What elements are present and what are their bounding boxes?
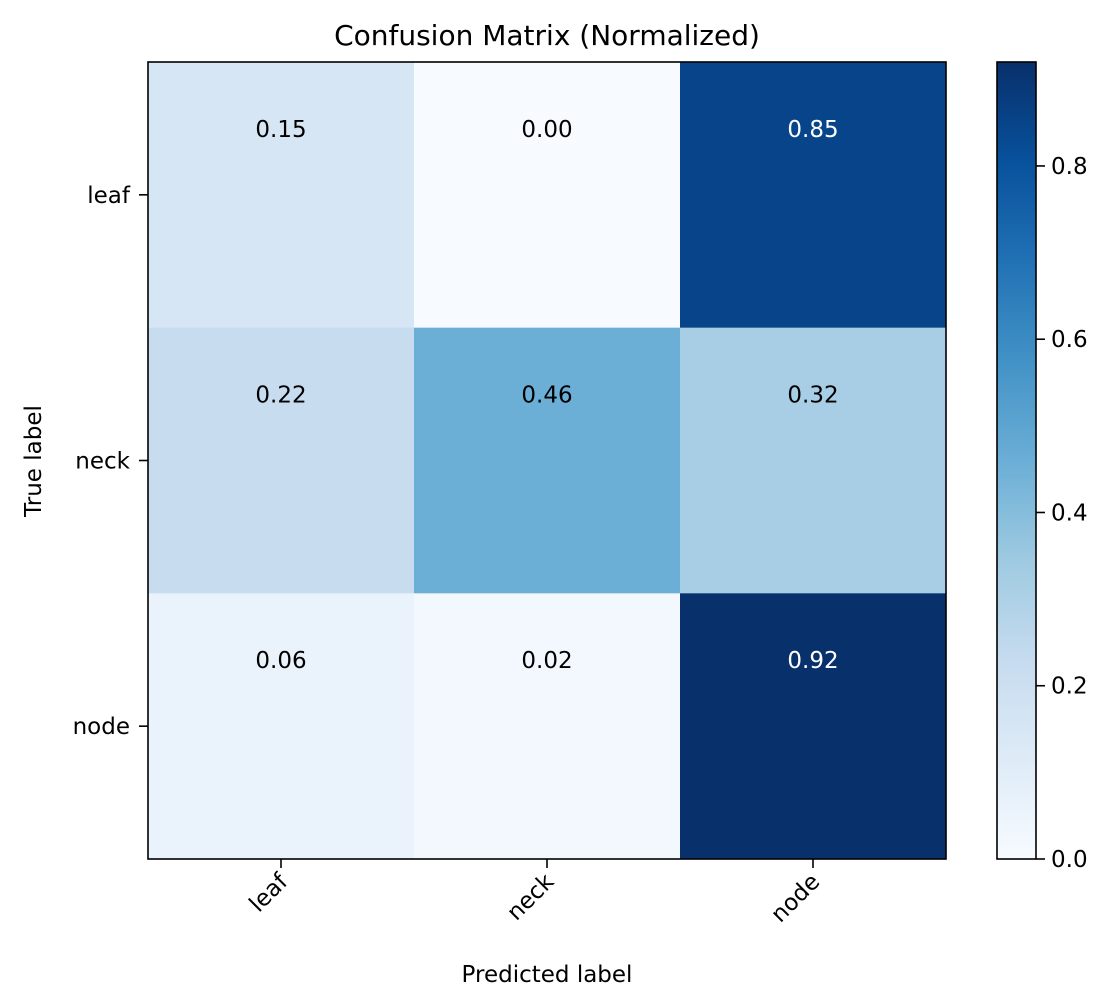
heatmap-cell xyxy=(414,327,681,594)
y-tick-label: node xyxy=(73,714,130,740)
colorbar-tick-label: 0.4 xyxy=(1051,500,1088,526)
x-tick-label: neck xyxy=(502,868,560,926)
heatmap-cell xyxy=(414,62,681,329)
y-axis-label: True label xyxy=(21,405,47,518)
cell-value-label: 0.22 xyxy=(255,383,306,409)
x-axis-label: Predicted label xyxy=(462,962,633,988)
heatmap-cells xyxy=(148,62,947,860)
cell-value-label: 0.85 xyxy=(787,117,838,143)
colorbar-tick-label: 0.6 xyxy=(1051,327,1088,353)
cell-value-label: 0.32 xyxy=(787,383,838,409)
y-axis-ticks: leaf neck node xyxy=(73,183,148,740)
heatmap-value-labels: 0.15 0.00 0.85 0.22 0.46 0.32 0.06 0.02 0.92 xyxy=(255,117,838,674)
heatmap-cell xyxy=(148,327,415,594)
colorbar-tick-label: 0.0 xyxy=(1051,847,1088,873)
cell-value-label: 0.46 xyxy=(521,383,572,409)
chart-title: Confusion Matrix (Normalized) xyxy=(334,19,760,52)
cell-value-label: 0.02 xyxy=(521,648,572,674)
heatmap-cell xyxy=(148,62,415,329)
colorbar-tick-label: 0.8 xyxy=(1051,154,1088,180)
cell-value-label: 0.92 xyxy=(787,648,838,674)
x-axis-ticks: leaf neck node xyxy=(245,859,825,928)
cell-value-label: 0.06 xyxy=(255,648,306,674)
x-tick-label: leaf xyxy=(245,868,294,917)
y-tick-label: neck xyxy=(75,449,130,475)
heatmap-cell xyxy=(680,593,947,860)
colorbar-ticks: 0.0 0.2 0.4 0.6 0.8 xyxy=(1036,154,1088,873)
heatmap-cell xyxy=(148,593,415,860)
colorbar xyxy=(996,61,1037,860)
y-tick-label: leaf xyxy=(87,183,131,209)
heatmap-cell xyxy=(680,327,947,594)
x-tick-label: node xyxy=(766,869,825,928)
heatmap-cell xyxy=(680,62,947,329)
cell-value-label: 0.00 xyxy=(521,117,572,143)
heatmap-cell xyxy=(414,593,681,860)
colorbar-tick-label: 0.2 xyxy=(1051,674,1088,700)
cell-value-label: 0.15 xyxy=(255,117,306,143)
